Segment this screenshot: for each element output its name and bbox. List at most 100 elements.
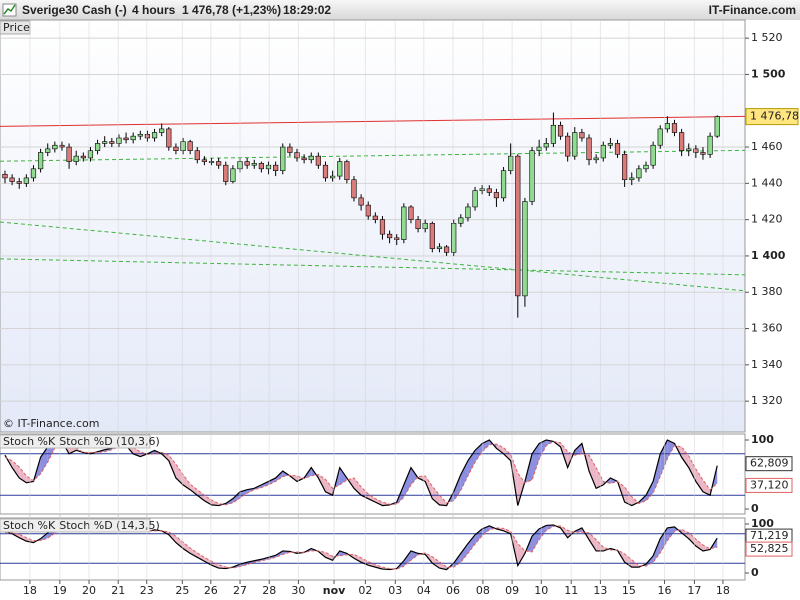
- candle-body: [37, 152, 44, 170]
- candle-body: [401, 206, 407, 240]
- candle-body: [265, 164, 272, 170]
- candle-body: [87, 150, 94, 159]
- candle-body: [223, 164, 229, 182]
- header-icon: [2, 3, 17, 17]
- candle-body: [408, 206, 414, 220]
- y-tick-label: 1 460: [751, 140, 783, 153]
- stoch-fill: [353, 554, 362, 563]
- candle-body: [707, 135, 713, 155]
- candle-body: [173, 146, 179, 151]
- x-tick-label: 10: [534, 584, 548, 597]
- candle-body: [422, 222, 428, 230]
- candle-body: [322, 164, 329, 179]
- stoch-fill: [546, 524, 554, 531]
- candle-body: [208, 161, 215, 163]
- legend-box: [0, 518, 151, 533]
- watermark: © IT-Finance.com: [3, 417, 100, 430]
- candle-body: [415, 219, 421, 230]
- last-value-label: 71,219: [750, 529, 789, 542]
- candle-body: [458, 217, 464, 224]
- chart-area: 1 320 1 340 1 360 1 380 1 400 1 420 1 440 1 460…: [0, 19, 799, 597]
- stoch-fill: [19, 534, 27, 542]
- candle-body: [80, 155, 86, 159]
- stoch-fill: [496, 444, 504, 454]
- candle-body: [614, 143, 621, 155]
- candle-body: [443, 246, 450, 253]
- panel-background: [0, 19, 746, 433]
- candle-body: [73, 155, 79, 162]
- x-tick-label: 26: [204, 584, 218, 597]
- last-price-tag: [745, 108, 799, 126]
- x-tick-label: 30: [291, 584, 305, 597]
- stoch-fill: [410, 467, 419, 485]
- stoch-fill: [695, 468, 703, 492]
- y-tick-label: 1 420: [751, 213, 783, 226]
- stoch-fill: [589, 455, 597, 489]
- candle-body: [30, 168, 37, 179]
- candle-body: [201, 159, 208, 162]
- candle-body: [500, 170, 507, 199]
- y-tick-label: 1 500: [751, 67, 786, 80]
- candle-body: [679, 132, 685, 151]
- candle-body: [593, 157, 599, 161]
- x-tick-label: 11: [564, 584, 578, 597]
- x-tick-label: 17: [687, 584, 701, 597]
- x-tick-label: 13: [593, 584, 607, 597]
- period: 4 hours: [132, 3, 176, 17]
- last-value-tag: [745, 477, 793, 493]
- candle-body: [258, 163, 264, 170]
- x-tick-label: 06: [446, 584, 460, 597]
- x-tick-label: 04: [417, 584, 431, 597]
- stoch-fill: [460, 543, 468, 563]
- last-value-label: 52,825: [750, 542, 789, 555]
- stoch-fill: [204, 495, 212, 505]
- stoch-fill: [353, 477, 362, 496]
- candle-body: [379, 219, 386, 235]
- candle-body: [308, 155, 314, 161]
- candle-body: [330, 175, 336, 179]
- stoch-fill: [596, 467, 604, 489]
- header-bar: [0, 0, 800, 20]
- candle-body: [607, 143, 613, 146]
- candle-body: [216, 161, 222, 166]
- candle-body: [301, 157, 307, 161]
- candle-body: [358, 197, 364, 206]
- candle-body: [130, 135, 136, 141]
- candle-body: [52, 144, 58, 150]
- candle-body: [45, 148, 51, 153]
- candle-body: [315, 155, 321, 166]
- stoch-fill: [339, 467, 347, 485]
- candle-body: [180, 141, 186, 151]
- candle-body: [144, 134, 151, 139]
- x-tick-label: 18: [716, 584, 730, 597]
- candle-body: [650, 144, 656, 166]
- candle-body: [351, 179, 357, 199]
- y-tick-label: 100: [751, 517, 774, 530]
- candle-body: [194, 150, 200, 161]
- candle-body: [451, 222, 457, 253]
- stoch-fill: [375, 498, 383, 506]
- y-tick-label: 1 400: [751, 249, 786, 262]
- stoch-fill: [574, 443, 582, 456]
- candle-body: [600, 144, 606, 159]
- y-tick-label: 1 340: [751, 358, 783, 371]
- candle-body: [629, 177, 635, 181]
- candle-body: [586, 137, 592, 161]
- candle-body: [2, 173, 8, 179]
- candle-body: [557, 124, 564, 137]
- candle-body: [622, 154, 628, 181]
- candle-body: [251, 163, 257, 166]
- candle-body: [230, 168, 236, 182]
- last-value-label: 62,809: [750, 457, 789, 470]
- y-tick-label: 0: [751, 502, 759, 515]
- last-value-tag: [745, 541, 793, 557]
- stoch-fill: [439, 495, 447, 506]
- x-tick-label: 18: [23, 584, 37, 597]
- x-tick-label: 16: [658, 584, 672, 597]
- last-value-label: 37,120: [750, 478, 789, 491]
- candle-body: [280, 146, 286, 171]
- stoch-fill: [702, 480, 711, 496]
- candle-body: [436, 246, 443, 249]
- candle-body: [102, 141, 108, 144]
- candle-body: [479, 188, 485, 191]
